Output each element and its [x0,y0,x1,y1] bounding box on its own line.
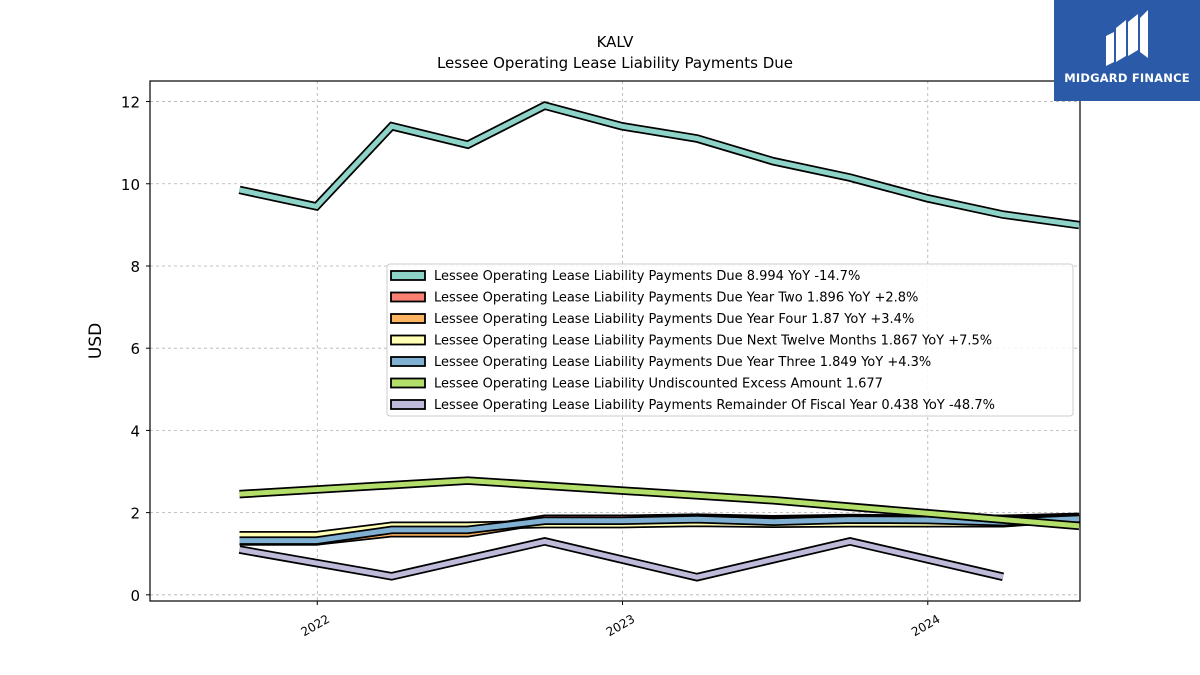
legend-entry: Lessee Operating Lease Liability Payment… [390,334,992,349]
legend-label: Lessee Operating Lease Liability Payment… [434,355,931,370]
series-lines [238,101,1080,582]
series-stroke [238,103,1080,228]
legend-swatch [390,291,426,303]
y-tick-label: 10 [121,176,140,194]
legend-swatch [390,270,426,281]
legend-entry: Lessee Operating Lease Liability Payment… [390,312,914,327]
series-stroke [239,538,1004,580]
legend-entry: Lessee Operating Lease Liability Undisco… [390,377,883,392]
y-tick-label: 8 [130,258,140,276]
legend-entry: Lessee Operating Lease Liability Payment… [390,269,860,284]
series-line-7 [238,537,1005,582]
series-stroke [239,478,1080,529]
x-tick-label: 2023 [604,612,637,639]
y-tick-label: 4 [130,422,140,440]
logo-mark-icon [1106,10,1148,66]
x-tick-label: 2024 [909,612,942,639]
legend-label: Lessee Operating Lease Liability Payment… [434,312,914,327]
legend-entry: Lessee Operating Lease Liability Payment… [390,355,931,370]
legend-swatch [390,377,426,389]
series-outline [238,101,1080,230]
legend-label: Lessee Operating Lease Liability Payment… [434,398,995,413]
legend: Lessee Operating Lease Liability Payment… [386,263,1074,417]
y-tick-label: 6 [130,340,140,358]
plot-frame [149,80,1081,602]
y-tick-label: 12 [121,94,140,112]
series-line-5 [239,514,1080,545]
legend-entry: Lessee Operating Lease Liability Payment… [390,398,995,413]
legend-swatch [390,334,426,346]
legend-swatch [390,313,426,324]
chart-subtitle: Lessee Operating Lease Liability Payment… [437,54,793,72]
series-stroke [239,516,1080,544]
series-line-6 [239,476,1080,531]
legend-entry: Lessee Operating Lease Liability Payment… [390,291,918,306]
legend-swatch [390,356,426,367]
chart-title: KALV [597,33,635,51]
legend-label: Lessee Operating Lease Liability Payment… [434,291,918,306]
legend-label: Lessee Operating Lease Liability Payment… [434,269,860,284]
x-tick-label: 2022 [299,612,332,639]
logo-name: MIDGARD FINANCE [1064,71,1190,85]
y-tick-label: 0 [130,587,140,605]
legend-swatch [390,399,426,410]
series-line-1 [238,101,1080,230]
y-tick-label: 2 [130,505,140,523]
brand-logo: MIDGARD FINANCE [1054,0,1200,101]
legend-label: Lessee Operating Lease Liability Undisco… [434,377,883,392]
legend-label: Lessee Operating Lease Liability Payment… [434,334,992,349]
legend-box [386,263,1074,417]
y-axis-label: USD [86,323,106,359]
